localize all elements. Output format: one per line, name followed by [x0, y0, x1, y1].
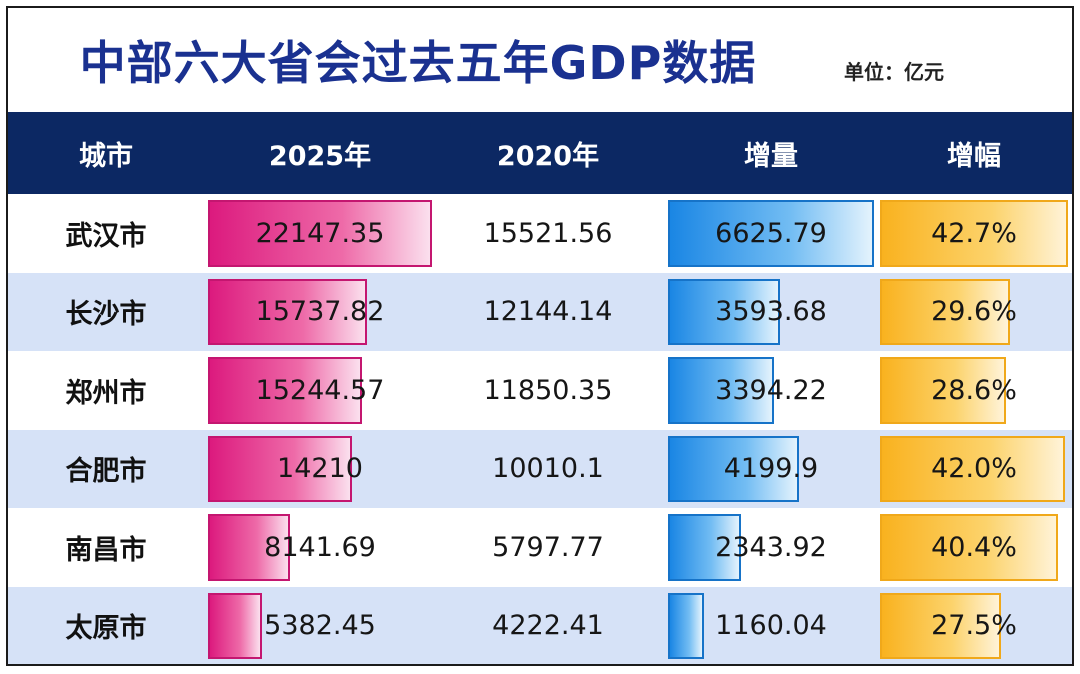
header-growth: 增幅 [947, 140, 1001, 172]
gdp-2025-value: 8141.69 [264, 531, 376, 563]
city-name: 武汉市 [65, 220, 147, 252]
table-row: 郑州市 15244.57 11850.35 3394.22 28.6% [8, 351, 1072, 430]
city-name: 长沙市 [65, 299, 147, 331]
city-name: 郑州市 [65, 377, 147, 409]
growth-value: 42.7% [931, 217, 1017, 249]
gdp-2020-value: 12144.14 [483, 296, 613, 328]
increase-bar [668, 514, 741, 581]
table-row: 南昌市 8141.69 5797.77 2343.92 40.4% [8, 508, 1072, 587]
increase-value: 2343.92 [715, 531, 827, 563]
gdp-2025-bar [208, 357, 363, 424]
growth-bar [880, 592, 1002, 659]
gdp-2025-bar [208, 200, 432, 267]
growth-bar [880, 357, 1006, 424]
gdp-2025-bar [208, 435, 352, 502]
growth-value: 27.5% [931, 610, 1017, 642]
increase-value: 3593.68 [715, 296, 827, 328]
increase-value: 4199.9 [723, 453, 819, 485]
growth-value: 29.6% [931, 296, 1017, 328]
city-name: 南昌市 [65, 534, 147, 566]
growth-bar [880, 435, 1065, 502]
growth-value: 42.0% [931, 453, 1017, 485]
growth-value: 40.4% [931, 531, 1017, 563]
header-city: 城市 [79, 140, 133, 172]
header-increase: 增量 [744, 140, 798, 172]
increase-value: 3394.22 [715, 374, 827, 406]
table-row: 长沙市 15737.82 12144.14 3593.68 29.6% [8, 272, 1072, 351]
gdp-2025-value: 15737.82 [255, 296, 385, 328]
gdp-2025-bar [208, 592, 263, 659]
page-title: 中部六大省会过去五年GDP数据 [79, 36, 757, 90]
increase-bar [668, 200, 874, 267]
table-row: 太原市 5382.45 4222.41 1160.04 27.5% [8, 586, 1072, 664]
gdp-2020-value: 5797.77 [492, 531, 604, 563]
gdp-2025-bar [208, 514, 291, 581]
gdp-2020-value: 15521.56 [483, 217, 613, 249]
gdp-2020-value: 4222.41 [492, 610, 604, 642]
header-2025: 2025年 [268, 140, 372, 172]
gdp-2025-bar [208, 278, 368, 345]
gdp-table-card: 中部六大省会过去五年GDP数据 单位：亿元 城市 2025年 2020年 增量 … [6, 6, 1074, 666]
gdp-2025-value: 15244.57 [255, 374, 385, 406]
city-name: 太原市 [65, 613, 147, 645]
increase-value: 6625.79 [715, 217, 827, 249]
increase-bar [668, 435, 799, 502]
growth-bar [880, 278, 1011, 345]
table-row: 合肥市 14210 10010.1 4199.9 42.0% [8, 429, 1072, 508]
increase-bar [668, 278, 780, 345]
growth-bar [880, 200, 1068, 267]
gdp-2020-value: 10010.1 [492, 453, 604, 485]
unit-label: 单位：亿元 [844, 60, 944, 84]
increase-value: 1160.04 [715, 610, 827, 642]
city-name: 合肥市 [65, 456, 147, 488]
growth-bar [880, 514, 1058, 581]
gdp-2025-value: 14210 [277, 453, 363, 485]
increase-bar [668, 592, 705, 659]
gdp-2025-value: 22147.35 [255, 217, 385, 249]
growth-value: 28.6% [931, 374, 1017, 406]
header-2020: 2020年 [496, 140, 600, 172]
gdp-2025-value: 5382.45 [264, 610, 376, 642]
table-header: 城市 2025年 2020年 增量 增幅 [8, 112, 1072, 194]
table-row: 武汉市 22147.35 15521.56 6625.79 42.7% [8, 194, 1072, 273]
table-body: 武汉市 22147.35 15521.56 6625.79 42.7% 长沙市 15737.… [8, 194, 1072, 664]
increase-bar [668, 357, 774, 424]
gdp-2020-value: 11850.35 [483, 374, 613, 406]
